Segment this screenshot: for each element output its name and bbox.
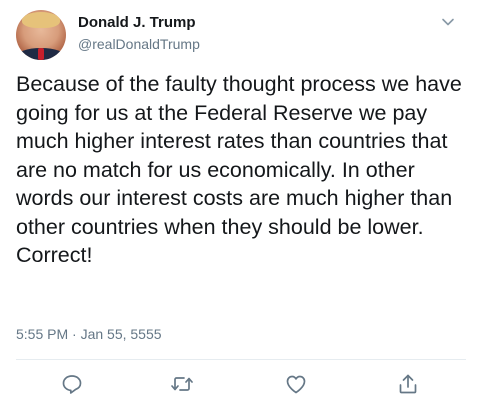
tweet-text: Because of the faulty thought process we… <box>16 72 462 267</box>
share-button[interactable] <box>396 372 420 396</box>
reply-button[interactable] <box>60 372 84 396</box>
retweet-icon <box>170 372 194 396</box>
tweet-timestamp[interactable]: 5:55 PM · Jan 55, 5555 <box>16 326 162 342</box>
reply-icon <box>60 372 84 396</box>
avatar[interactable] <box>16 10 66 60</box>
heart-icon <box>284 372 308 396</box>
action-bar <box>0 372 480 398</box>
chevron-down-icon[interactable] <box>440 14 456 30</box>
author-handle[interactable]: @realDonaldTrump <box>78 36 200 52</box>
like-button[interactable] <box>284 372 308 396</box>
author-name[interactable]: Donald J. Trump <box>78 14 196 31</box>
share-icon <box>396 372 420 396</box>
divider <box>16 359 466 360</box>
retweet-button[interactable] <box>170 372 194 396</box>
